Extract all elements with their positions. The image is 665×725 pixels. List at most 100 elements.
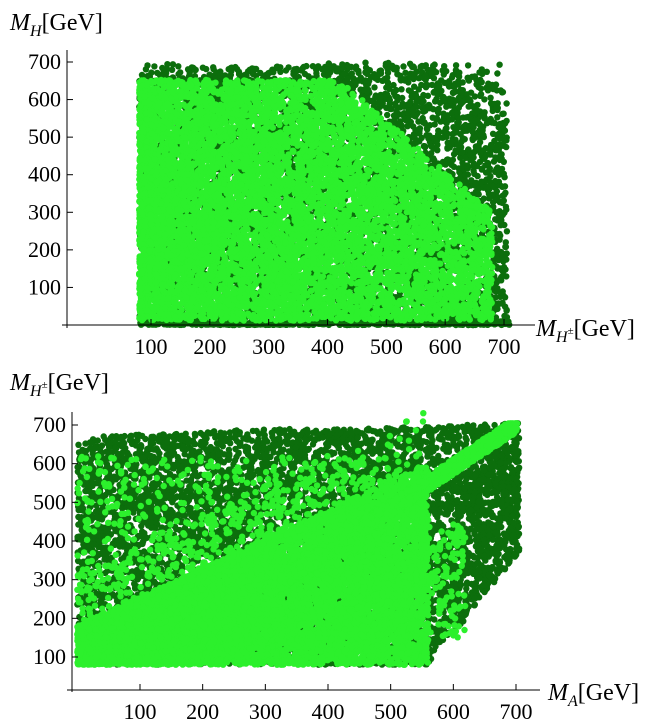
data-point-dark (419, 63, 425, 69)
data-point-dark (423, 84, 429, 90)
data-point-dark (436, 106, 442, 112)
data-point-dark (416, 86, 422, 92)
data-point-dark (406, 87, 412, 93)
data-point-dark (431, 61, 437, 67)
data-point-dark (469, 103, 475, 109)
data-point-dark (391, 112, 397, 118)
data-point-dark (466, 77, 472, 83)
data-point-dark (504, 307, 510, 313)
data-point-dark (409, 64, 415, 70)
data-point-dark (500, 212, 506, 218)
data-point-dark (465, 62, 471, 68)
data-point-dark (456, 74, 462, 80)
data-point-dark (251, 66, 257, 72)
data-point-dark (412, 127, 418, 133)
data-point-dark (433, 84, 439, 90)
data-point-dark (200, 65, 206, 71)
data-point-dark (169, 67, 175, 73)
data-point-dark (464, 164, 470, 170)
data-point-dark (339, 61, 345, 67)
data-point-dark (462, 122, 468, 128)
data-point-dark (447, 144, 453, 150)
data-point-dark (494, 114, 500, 120)
data-point-dark (430, 155, 436, 161)
data-point-dark (411, 75, 417, 81)
data-point-dark (497, 121, 503, 127)
data-point-dark (399, 101, 405, 107)
data-point-dark (393, 103, 399, 109)
data-point-dark (503, 256, 509, 262)
data-point-dark (429, 71, 435, 77)
data-point-dark (479, 66, 485, 72)
data-point-dark (362, 77, 368, 83)
data-point-dark (413, 138, 419, 144)
data-point-dark (437, 100, 443, 106)
data-point-dark (453, 128, 459, 134)
data-point-dark (488, 100, 494, 106)
data-point-dark (487, 95, 493, 101)
data-point-dark (489, 119, 495, 125)
data-point-dark (270, 68, 276, 74)
data-point-dark (500, 111, 506, 117)
data-point-dark (327, 69, 333, 75)
data-point-dark (494, 188, 500, 194)
data-point-dark (472, 117, 478, 123)
data-point-dark (494, 87, 500, 93)
data-point-dark (411, 112, 417, 118)
data-point-dark (394, 65, 400, 71)
data-point-dark (453, 62, 459, 68)
data-point-dark (368, 98, 374, 104)
data-point-dark (464, 128, 470, 134)
data-point-dark (499, 199, 505, 205)
data-point-dark (500, 193, 506, 199)
data-point-dark (346, 63, 352, 69)
top-data-points (136, 60, 512, 329)
data-point-dark (494, 306, 500, 312)
data-point-dark (422, 143, 428, 149)
data-point-dark (377, 98, 383, 104)
data-point-dark (206, 72, 212, 78)
data-point-dark (475, 145, 481, 151)
data-point-dark (420, 115, 426, 121)
data-point-dark (421, 93, 427, 99)
data-point-dark (310, 63, 316, 69)
data-point-dark (405, 79, 411, 85)
data-point-dark (283, 67, 289, 73)
data-point-dark (463, 179, 469, 185)
data-point-dark (496, 61, 502, 67)
data-point-dark (479, 79, 485, 85)
data-point-dark (504, 228, 510, 234)
data-point-dark (497, 135, 503, 141)
data-point-dark (175, 63, 181, 69)
data-point-dark (475, 108, 481, 114)
data-point-dark (384, 112, 390, 118)
data-point-dark (151, 63, 157, 69)
data-point-dark (422, 73, 428, 79)
data-point-dark (487, 173, 493, 179)
data-point-dark (433, 116, 439, 122)
data-point-dark (492, 169, 498, 175)
data-point-dark (144, 62, 150, 68)
data-point-dark (360, 87, 366, 93)
data-point-dark (479, 130, 485, 136)
data-point-dark (428, 143, 434, 149)
data-point-dark (482, 154, 488, 160)
data-point-dark (440, 135, 446, 141)
data-point-dark (362, 60, 368, 66)
data-point-dark (232, 64, 238, 70)
data-point-dark (493, 209, 499, 215)
data-point-dark (185, 66, 191, 72)
data-point-dark (443, 120, 449, 126)
data-point-dark (499, 184, 505, 190)
data-point-dark (375, 72, 381, 78)
data-point-dark (498, 249, 504, 255)
data-point-dark (489, 82, 495, 88)
data-point-dark (462, 136, 468, 142)
data-point-dark (503, 144, 509, 150)
data-point-dark (236, 71, 242, 77)
data-point-dark (371, 84, 377, 90)
data-point-dark (355, 68, 361, 74)
data-point-dark (420, 98, 426, 104)
data-point-dark (471, 171, 477, 177)
data-point-dark (293, 68, 299, 74)
